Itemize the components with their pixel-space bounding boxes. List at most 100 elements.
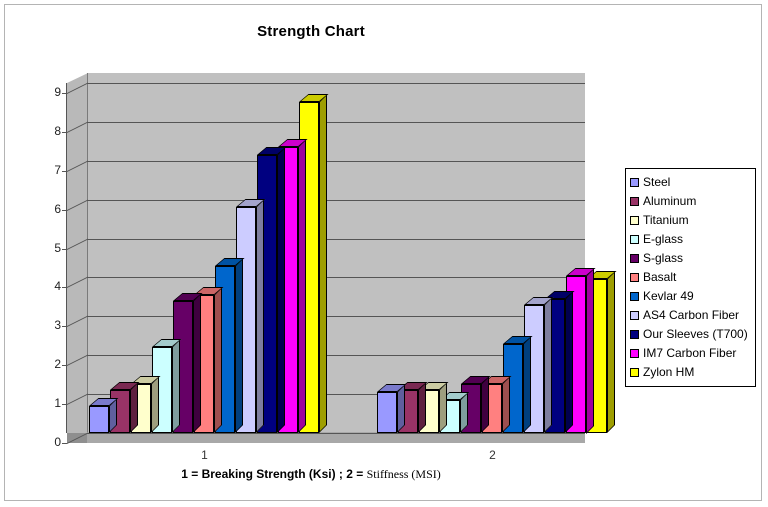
legend-label: Basalt	[643, 270, 677, 284]
bar-side	[607, 271, 615, 433]
plot-area	[62, 73, 617, 454]
bar-side	[130, 382, 138, 433]
legend-item[interactable]: IM7 Carbon Fiber	[630, 344, 752, 363]
gridline	[87, 238, 585, 240]
legend-swatch	[630, 178, 639, 187]
y-axis-label: 3	[54, 318, 61, 333]
legend-label: Zylon HM	[643, 365, 695, 379]
legend-swatch	[630, 254, 639, 263]
plot-floor-shadow	[67, 433, 87, 443]
y-axis-tick	[62, 170, 67, 172]
legend-swatch	[630, 273, 639, 282]
legend-swatch	[630, 330, 639, 339]
legend-swatch	[630, 292, 639, 301]
bar[interactable]	[377, 384, 407, 433]
y-axis-tick	[62, 93, 67, 94]
x-axis-caption: 1 = Breaking Strength (Ksi) ; 2 = Stiffn…	[5, 467, 617, 482]
bar-side	[544, 296, 552, 433]
legend-label: Our Sleeves (T700)	[643, 327, 748, 341]
x-axis-caption-serif: Stiffness (MSI)	[366, 467, 441, 481]
legend-swatch	[630, 197, 639, 206]
legend-label: S-glass	[643, 251, 684, 265]
chart-frame: Strength Chart 0 1 2 3 4 5 6 7 8 9 1 2 1 = Breakin…	[4, 4, 762, 501]
legend-item[interactable]: Zylon HM	[630, 363, 752, 382]
y-axis-label: 7	[54, 162, 61, 177]
y-axis-label: 4	[54, 279, 61, 294]
y-axis-line	[66, 83, 67, 433]
legend-label: Steel	[643, 175, 671, 189]
bar-side	[481, 376, 489, 433]
bar-side	[418, 382, 426, 433]
legend-item[interactable]: S-glass	[630, 249, 752, 268]
y-axis-tick	[62, 404, 67, 406]
bar-side	[151, 376, 159, 433]
x-axis-caption-plain: 1 = Breaking Strength (Ksi) ; 2 =	[181, 467, 367, 481]
bar-side	[439, 382, 447, 433]
plot-floor	[87, 432, 585, 443]
bar-side	[523, 335, 531, 433]
legend-label: IM7 Carbon Fiber	[643, 346, 737, 360]
gridline	[87, 199, 585, 201]
legend-label: Aluminum	[643, 194, 697, 208]
legend-swatch	[630, 235, 639, 244]
legend-item[interactable]: E-glass	[630, 230, 752, 249]
y-axis-tick	[62, 209, 67, 211]
legend-item[interactable]: Kevlar 49	[630, 287, 752, 306]
bar-side	[586, 267, 594, 433]
legend-item[interactable]: Steel	[630, 173, 752, 192]
plot-side-wall	[67, 73, 88, 433]
gridline	[87, 160, 585, 162]
bar-face	[89, 405, 109, 433]
legend-swatch	[630, 311, 639, 320]
legend: Steel Aluminum Titanium E-glass S-glass Basal…	[625, 168, 756, 387]
x-axis-category-label: 1	[201, 448, 208, 462]
y-axis-tick	[62, 287, 67, 289]
legend-label: E-glass	[643, 232, 684, 246]
legend-swatch	[630, 216, 639, 225]
x-axis-category-label: 2	[489, 448, 496, 462]
y-axis-tick	[62, 443, 67, 444]
bar-side	[502, 376, 510, 433]
bar-side	[235, 257, 243, 433]
bar-side	[214, 286, 222, 433]
bar-side	[172, 339, 180, 433]
bar[interactable]	[89, 397, 119, 433]
legend-swatch	[630, 349, 639, 358]
y-axis-tick	[62, 131, 67, 133]
y-axis-label: 1	[54, 396, 61, 411]
bar-side	[565, 290, 573, 433]
y-axis-label: 0	[54, 435, 61, 449]
gridline	[87, 277, 585, 279]
legend-item[interactable]: Aluminum	[630, 192, 752, 211]
y-axis-tick	[62, 248, 67, 250]
gridline	[87, 394, 585, 396]
y-axis-label: 6	[54, 201, 61, 216]
bar-side	[397, 384, 405, 433]
y-axis-tick	[62, 365, 67, 367]
y-axis-label: 8	[54, 123, 61, 138]
bar-side	[256, 199, 264, 433]
gridline	[87, 83, 585, 84]
bar-side	[319, 94, 327, 433]
legend-label: AS4 Carbon Fiber	[643, 308, 740, 322]
y-axis-label: 5	[54, 240, 61, 255]
legend-item[interactable]: Basalt	[630, 268, 752, 287]
gridline	[87, 433, 585, 434]
legend-item[interactable]: AS4 Carbon Fiber	[630, 306, 752, 325]
legend-label: Kevlar 49	[643, 289, 694, 303]
y-axis-label: 2	[54, 357, 61, 372]
chart-title: Strength Chart	[257, 23, 365, 40]
legend-item[interactable]: Our Sleeves (T700)	[630, 325, 752, 344]
y-axis-label: 9	[54, 85, 61, 99]
gridline	[87, 316, 585, 318]
bar-side	[298, 139, 306, 433]
legend-label: Titanium	[643, 213, 689, 227]
y-axis-tick	[62, 326, 67, 328]
legend-swatch	[630, 368, 639, 377]
bar-face	[377, 392, 397, 433]
bar-side	[193, 292, 201, 433]
gridline	[87, 121, 585, 123]
bar-side	[277, 146, 285, 433]
legend-item[interactable]: Titanium	[630, 211, 752, 230]
gridline	[87, 355, 585, 357]
